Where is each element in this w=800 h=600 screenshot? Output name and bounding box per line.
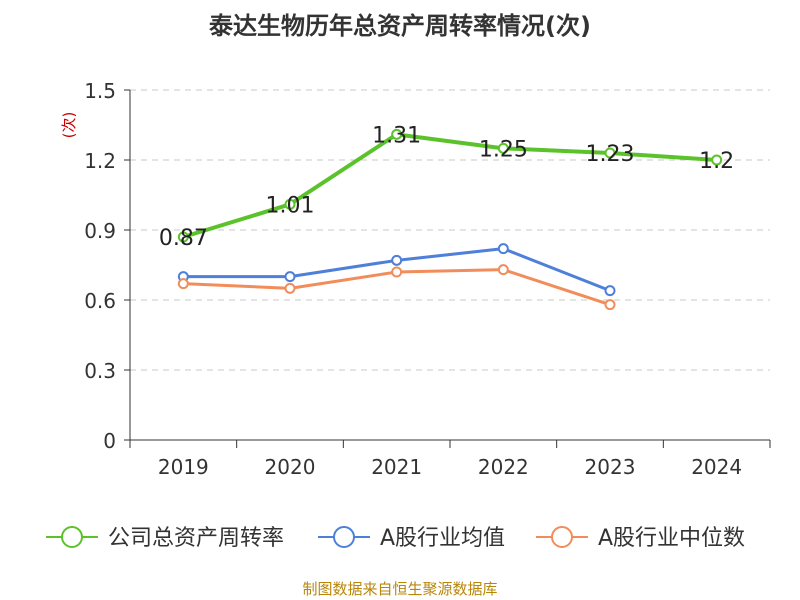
legend-label: A股行业中位数	[598, 526, 745, 551]
data-point	[284, 198, 296, 210]
chart-title: 泰达生物历年总资产周转率情况(次)	[209, 12, 591, 40]
data-point	[497, 142, 509, 154]
data-point	[497, 264, 509, 276]
x-tick-label: 2023	[585, 455, 636, 479]
legend-marker	[333, 526, 355, 548]
source-note: 制图数据来自恒生聚源数据库	[302, 580, 498, 598]
x-tick-label: 2021	[371, 455, 422, 479]
legend-marker	[551, 526, 573, 548]
series-line	[182, 132, 717, 239]
x-tick-label: 2022	[478, 455, 529, 479]
data-point	[177, 278, 189, 290]
y-axis-label: (次)	[60, 112, 78, 139]
data-point	[391, 128, 403, 140]
y-tick-label: 0.6	[84, 289, 116, 313]
data-label: 1.31	[372, 123, 421, 148]
data-point	[604, 285, 616, 297]
data-point	[177, 231, 189, 243]
x-tick-label: 2019	[158, 455, 209, 479]
data-point	[604, 299, 616, 311]
data-point	[391, 254, 403, 266]
y-tick-label: 0.3	[84, 359, 116, 383]
legend-marker	[61, 526, 83, 548]
y-tick-label: 1.5	[84, 79, 116, 103]
y-tick-label: 0	[103, 429, 116, 453]
data-point	[284, 271, 296, 283]
x-tick-label: 2024	[691, 455, 742, 479]
data-point	[391, 266, 403, 278]
data-label: 1.25	[479, 137, 528, 162]
data-label: 1.2	[699, 149, 734, 174]
data-label: 1.23	[586, 142, 635, 167]
data-point	[284, 282, 296, 294]
data-point	[604, 147, 616, 159]
x-tick-label: 2020	[265, 455, 316, 479]
data-label: 0.87	[159, 226, 208, 251]
y-tick-label: 0.9	[84, 219, 116, 243]
data-point	[711, 154, 723, 166]
legend-label: 公司总资产周转率	[108, 526, 284, 551]
data-label: 1.01	[266, 193, 315, 218]
legend-label: A股行业均值	[380, 526, 505, 551]
data-point	[497, 243, 509, 255]
y-tick-label: 1.2	[84, 149, 116, 173]
